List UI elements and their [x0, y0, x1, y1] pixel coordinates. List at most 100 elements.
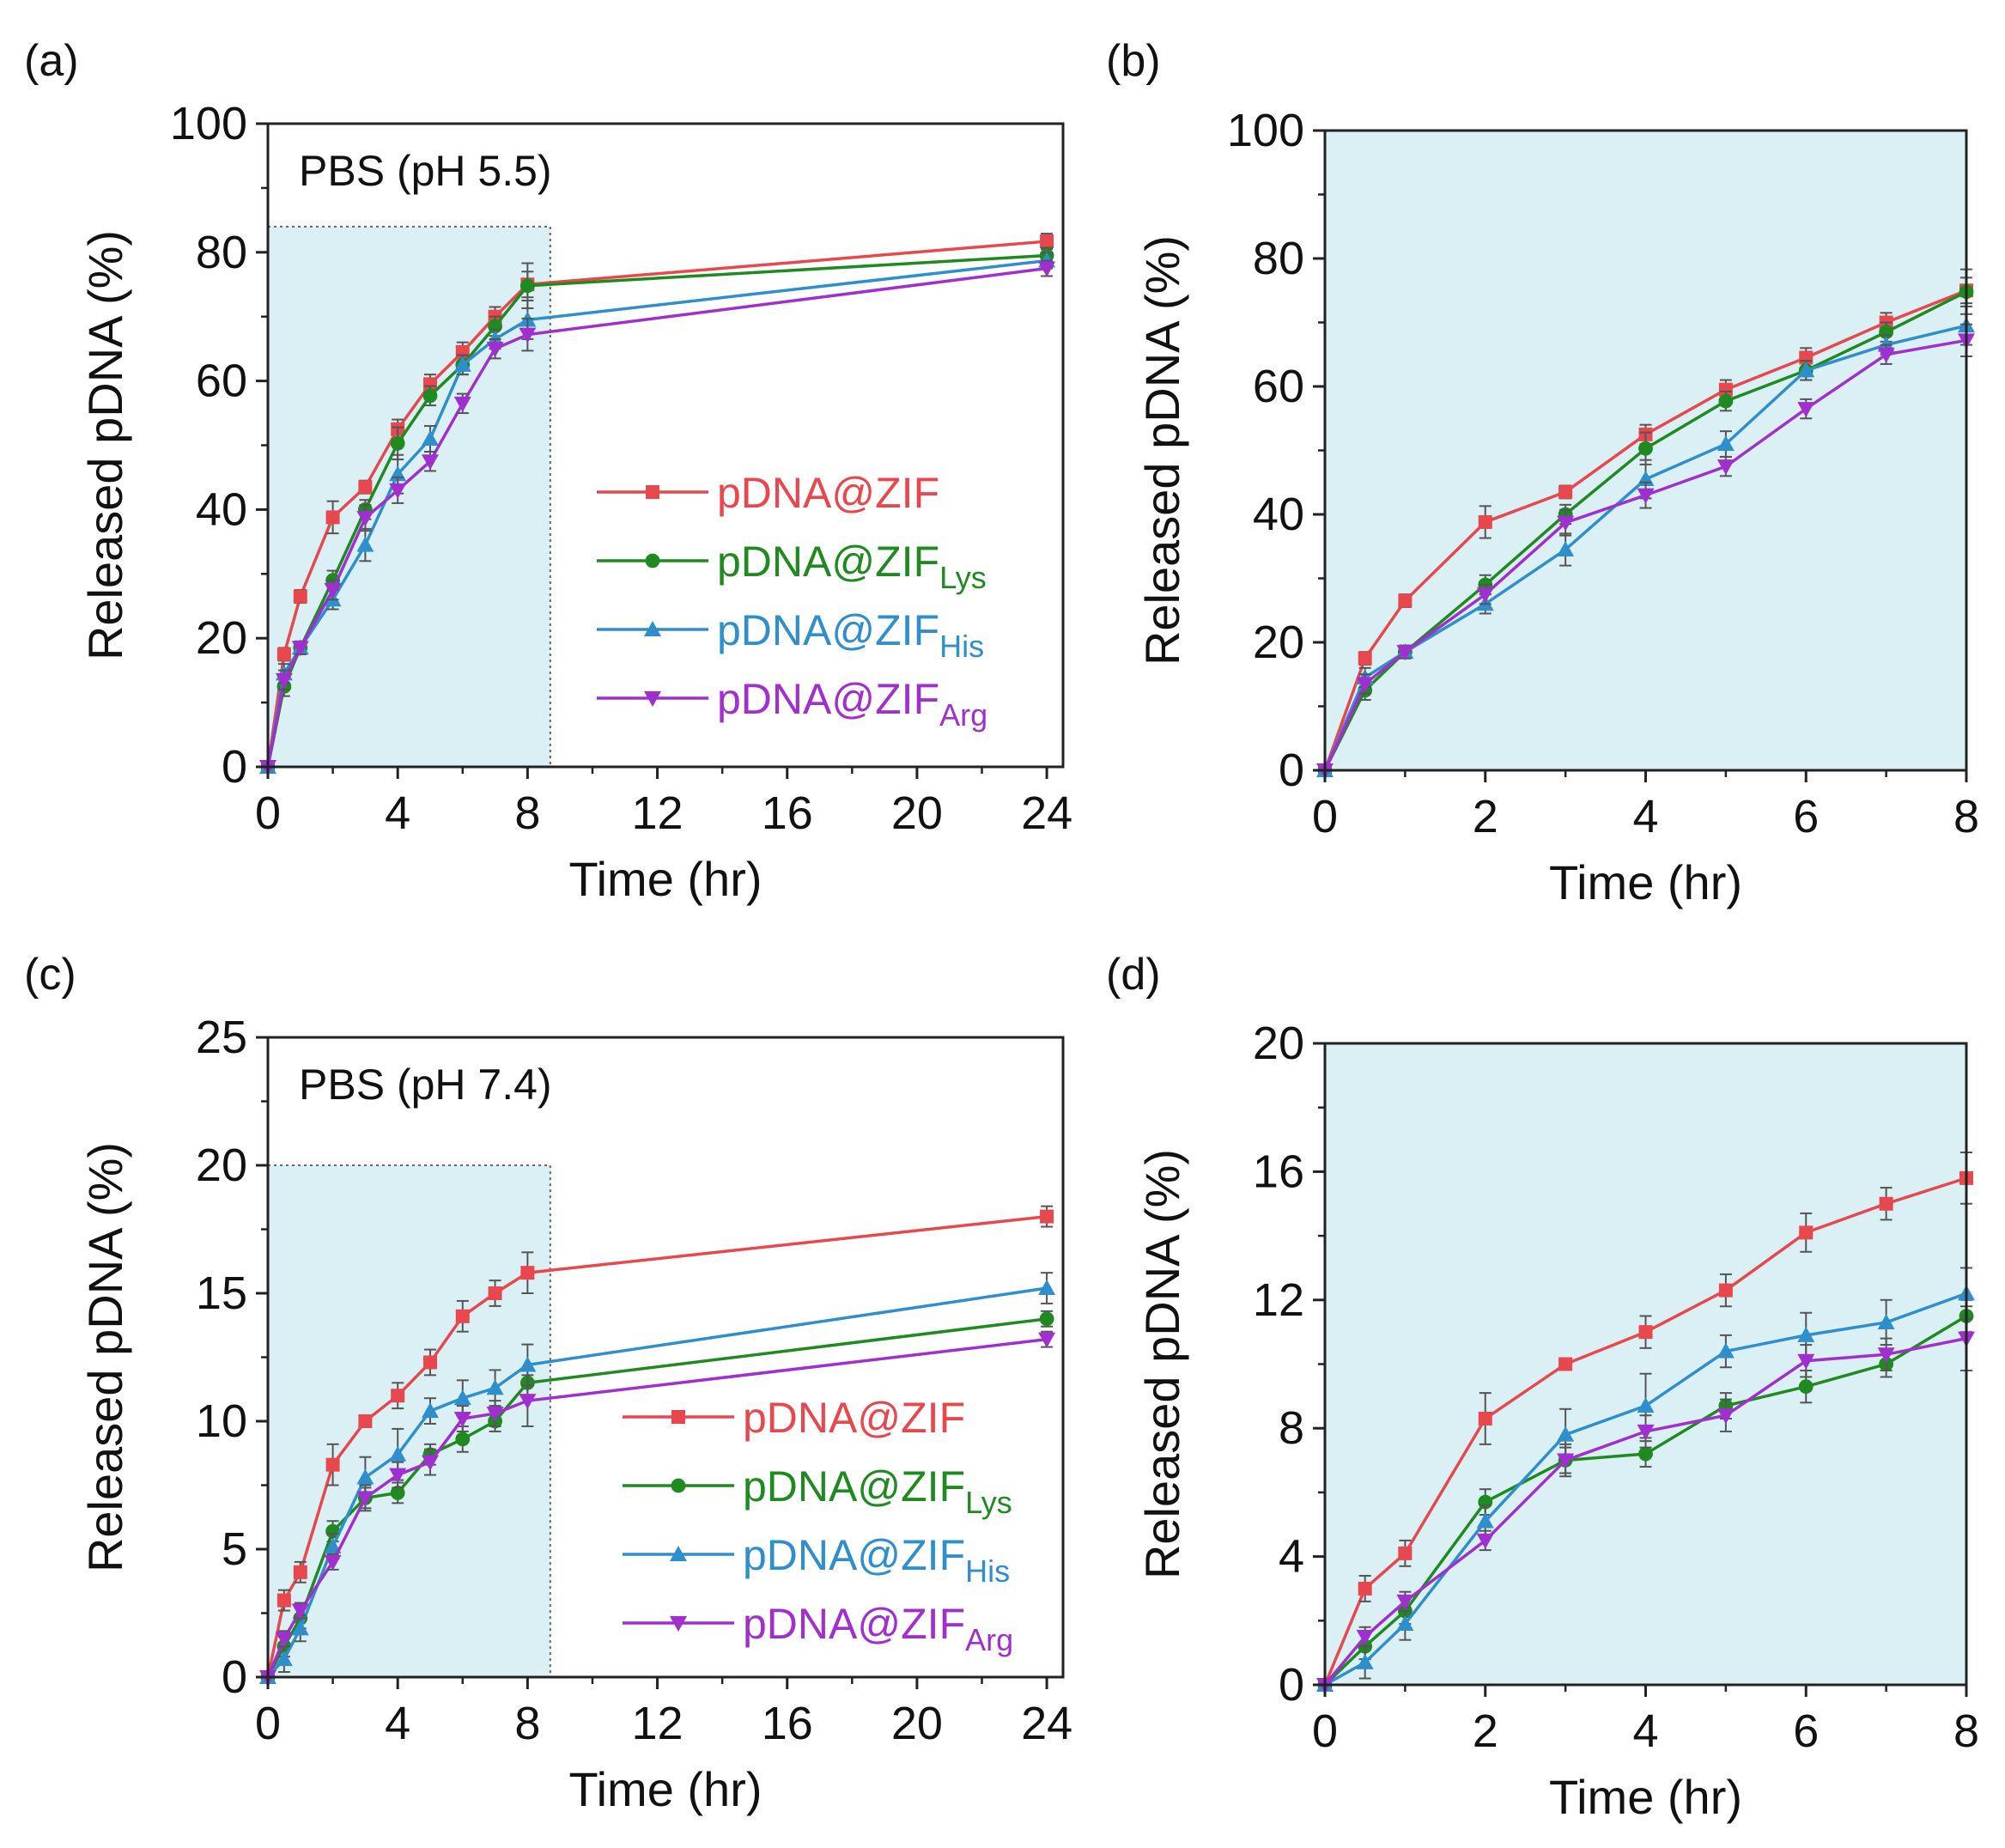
legend-label-base: pDNA@ZIF: [717, 538, 939, 586]
x-tick-label: 0: [1312, 1705, 1338, 1757]
data-point: [1396, 645, 1414, 661]
data-point: [1476, 1512, 1494, 1529]
y-tick-label: 80: [1253, 233, 1304, 284]
data-point: [291, 1603, 309, 1620]
data-point: [1638, 1325, 1653, 1340]
data-point: [1637, 1397, 1655, 1413]
data-point: [1356, 677, 1374, 693]
y-tick-label: 12: [1253, 1274, 1304, 1326]
condition-annotation: PBS (pH 7.4): [299, 1061, 552, 1109]
series-zif: [1318, 1151, 1973, 1692]
data-point: [1557, 1453, 1575, 1469]
data-point: [486, 1379, 504, 1395]
x-tick-label: 24: [1021, 1698, 1072, 1749]
data-point: [1718, 393, 1734, 409]
data-point: [1877, 1347, 1895, 1364]
data-point: [1638, 1446, 1653, 1462]
data-point: [453, 356, 471, 372]
data-point: [389, 1445, 407, 1462]
x-tick-label: 4: [385, 787, 410, 839]
x-tick-label: 24: [1021, 787, 1072, 839]
data-point: [324, 1554, 342, 1571]
x-tick-label: 0: [255, 787, 281, 839]
data-point: [389, 483, 407, 499]
y-tick-label: 25: [196, 1012, 247, 1063]
data-point: [1478, 514, 1492, 529]
y-tick-label: 40: [196, 483, 247, 535]
data-point: [1716, 435, 1735, 452]
data-point: [1038, 1280, 1056, 1296]
legend-label-base: pDNA@ZIF: [717, 606, 939, 654]
y-tick-label: 0: [222, 1651, 247, 1703]
y-tick-label: 20: [1253, 617, 1304, 668]
legend-label: pDNA@ZIF: [743, 1394, 965, 1442]
data-point: [1797, 362, 1815, 378]
data-point: [1716, 1342, 1735, 1359]
series-his: [1316, 1267, 1975, 1692]
data-point: [1396, 1615, 1414, 1632]
data-point: [293, 589, 307, 604]
x-tick-label: 8: [1953, 791, 1979, 842]
y-tick-label: 20: [196, 1140, 247, 1191]
x-tick-label: 16: [762, 1698, 813, 1749]
legend-label: pDNA@ZIFArg: [743, 1600, 1013, 1657]
data-point: [1716, 459, 1735, 476]
legend-marker: [670, 1616, 687, 1632]
data-point: [276, 1593, 291, 1608]
data-point: [1476, 587, 1494, 604]
series-arg: [1316, 323, 1975, 779]
legend-item: pDNA@ZIFArg: [597, 675, 987, 733]
legend-item: pDNA@ZIF: [623, 1394, 965, 1442]
legend-marker: [670, 1546, 687, 1561]
x-axis-title: Time (hr): [1549, 855, 1742, 909]
data-point: [1476, 1533, 1494, 1549]
data-point: [1396, 1594, 1414, 1610]
legend-marker: [644, 621, 661, 636]
data-point: [1797, 1353, 1815, 1370]
data-point: [356, 511, 374, 527]
series-line: [1323, 1176, 1967, 1686]
data-point: [291, 641, 309, 657]
series-line: [1323, 1336, 1967, 1687]
legend-label-subscript: Lys: [965, 1485, 1012, 1520]
y-tick-label: 40: [1253, 489, 1304, 540]
data-point: [421, 430, 439, 447]
data-point: [1398, 1546, 1413, 1560]
data-point: [520, 1266, 535, 1280]
legend-item: pDNA@ZIF: [597, 469, 939, 517]
data-point: [519, 1394, 537, 1410]
y-tick-label: 20: [196, 612, 247, 664]
y-tick-label: 10: [196, 1395, 247, 1447]
condition-annotation: PBS (pH 5.5): [299, 147, 552, 195]
data-point: [1797, 1326, 1815, 1342]
data-point: [1638, 441, 1653, 456]
legend-marker: [671, 1478, 686, 1493]
legend-label-subscript: Lys: [939, 560, 987, 595]
x-tick-label: 16: [762, 787, 813, 839]
data-point: [1798, 1379, 1814, 1395]
data-point: [1718, 382, 1733, 397]
series-arg: [259, 1330, 1056, 1686]
data-point: [356, 1491, 374, 1507]
data-point: [1356, 1653, 1374, 1669]
data-point: [275, 672, 293, 689]
data-point: [389, 1468, 407, 1484]
data-point: [455, 1309, 470, 1323]
y-axis-title: Released pDNA (%): [1135, 1149, 1189, 1579]
chart-panel-a: (a) PBS (pH 5.5) 0 4 8 12 16 20 24 0 20 40 60 80 100 Ti…: [24, 36, 1072, 906]
data-point: [1040, 1209, 1054, 1224]
x-tick-label: 2: [1473, 1705, 1498, 1757]
legend-item: pDNA@ZIFArg: [623, 1600, 1013, 1657]
legend-marker: [644, 691, 661, 707]
data-point: [1877, 347, 1895, 363]
data-point: [519, 327, 537, 343]
data-point: [1358, 1581, 1372, 1596]
data-point: [1358, 651, 1372, 666]
data-point: [1478, 1411, 1492, 1426]
series-line: [1323, 290, 1967, 771]
x-tick-label: 4: [1632, 1705, 1658, 1757]
panel-label: (c): [24, 950, 76, 1000]
chart-panel-c: (c) PBS (pH 7.4) 0 4 8 12 16 20 24 0 5 10 15 20 25 Time…: [24, 950, 1072, 1816]
data-point: [1356, 1629, 1374, 1645]
y-axis-title: Released pDNA (%): [1135, 235, 1189, 666]
